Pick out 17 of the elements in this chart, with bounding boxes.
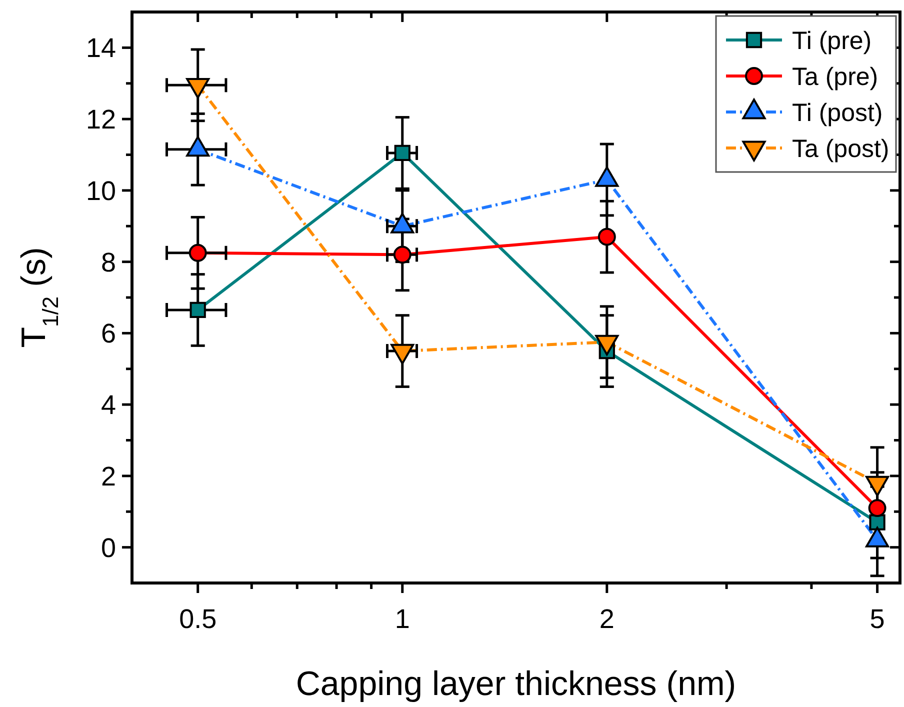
x-axis-title: Capping layer thickness (nm) bbox=[296, 665, 736, 703]
y-tick-label: 12 bbox=[86, 104, 116, 135]
x-tick-label: 1 bbox=[394, 604, 410, 634]
y-tick-label: 2 bbox=[100, 461, 116, 492]
x-tick-label: 2 bbox=[599, 604, 614, 634]
y-tick-label: 0 bbox=[100, 532, 116, 563]
y-tick-label: 6 bbox=[100, 318, 116, 349]
y-tick-label: 4 bbox=[100, 390, 116, 420]
legend-label: Ta (pre) bbox=[792, 62, 878, 91]
legend-label: Ti (post) bbox=[792, 98, 883, 127]
x-tick-label: 0.5 bbox=[179, 604, 217, 634]
x-tick-label: 5 bbox=[870, 604, 885, 634]
y-tick-label: 14 bbox=[86, 33, 116, 64]
y-tick-label: 10 bbox=[86, 176, 116, 206]
legend-label: Ti (pre) bbox=[792, 26, 872, 55]
y-tick-label: 8 bbox=[100, 247, 116, 278]
legend-label: Ta (post) bbox=[792, 134, 890, 163]
